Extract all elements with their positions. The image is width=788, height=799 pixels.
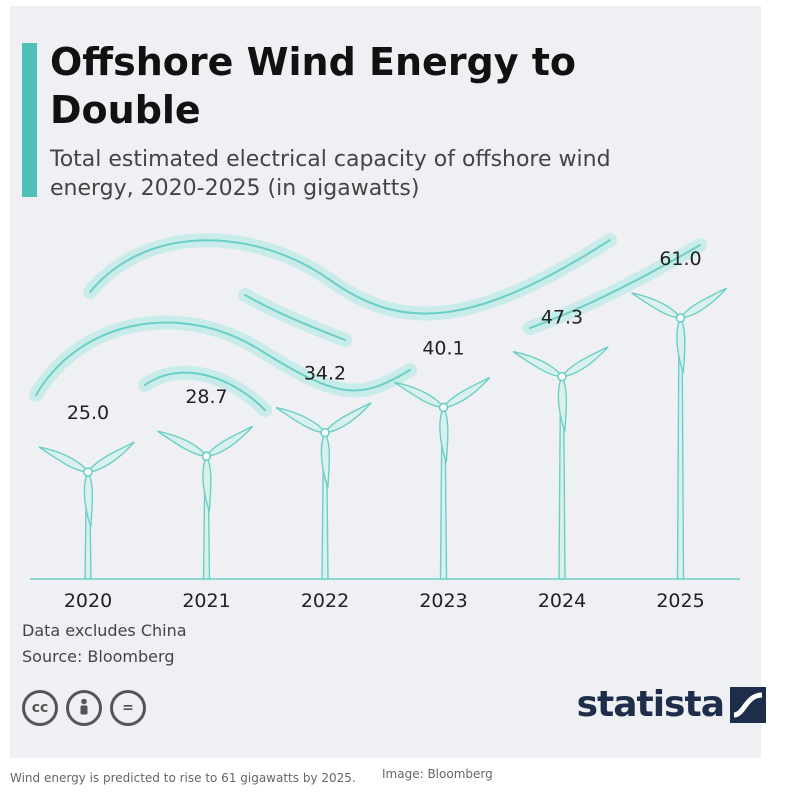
statista-mark-icon [730, 686, 766, 723]
x-tick-2021: 2021 [182, 590, 230, 612]
value-label-2025: 61.0 [659, 248, 701, 270]
turbine-blade [38, 446, 90, 473]
x-tick-2025: 2025 [656, 590, 704, 612]
chart-title: Offshore Wind Energy to Double [50, 40, 577, 132]
turbine-blade [631, 292, 682, 319]
turbine-blade [394, 381, 445, 409]
turbine-blade [512, 350, 564, 378]
turbine-blade [83, 470, 94, 528]
turbine-hub [675, 313, 686, 323]
x-tick-2023: 2023 [419, 590, 467, 612]
turbine-blade [157, 430, 208, 457]
wind-swirl-band-0 [83, 233, 617, 321]
wind-swirl-line-3 [244, 294, 346, 341]
turbine-2025 [631, 287, 728, 580]
turbine-blade [205, 425, 254, 457]
data-note: Data excludes China [22, 621, 187, 640]
turbine-blade [323, 402, 372, 434]
value-label-2024: 47.3 [541, 307, 583, 329]
turbine-2021 [157, 425, 254, 580]
turbine-blade [557, 375, 568, 432]
brand-name: statista [576, 684, 725, 725]
value-label-2022: 34.2 [304, 363, 346, 385]
turbine-blade [86, 441, 135, 473]
value-labels-group: 25.0 28.7 34.2 40.1 47.3 61.0 [67, 248, 702, 424]
turbine-hub [320, 427, 330, 438]
image-caption: Wind energy is predicted to rise to 61 g… [10, 771, 356, 785]
wind-swirl-line-2 [144, 371, 266, 411]
wind-swirl-line-4 [529, 244, 701, 329]
chart-subtitle: Total estimated electrical capacity of o… [50, 147, 611, 201]
image-credit: Image: Bloomberg [382, 767, 493, 781]
attribution-icon[interactable] [66, 690, 102, 726]
turbine-blade [202, 454, 212, 512]
turbine-blade [679, 287, 728, 319]
wind-swirls [29, 233, 707, 417]
value-label-2021: 28.7 [185, 386, 227, 408]
turbine-2022 [275, 402, 372, 580]
no-derivatives-icon[interactable]: = [110, 690, 146, 726]
title-accent-bar [22, 43, 37, 197]
turbine-hub [201, 451, 212, 462]
turbine-2023 [394, 376, 491, 580]
turbine-blade [439, 405, 449, 463]
turbine-blade [320, 431, 331, 488]
x-tick-2022: 2022 [301, 590, 349, 612]
cc-icon[interactable]: cc [22, 690, 58, 726]
wind-swirl-line-0 [89, 239, 611, 315]
value-label-2023: 40.1 [422, 337, 464, 359]
license-icons: cc = [22, 690, 146, 726]
turbines-group [38, 287, 728, 580]
chart-area: 25.028.734.240.147.361.0 2020 2021 2022 202… [29, 233, 740, 612]
turbine-blade [560, 346, 609, 378]
x-tick-2020: 2020 [64, 590, 112, 612]
x-tick-labels-group: 2020 2021 2022 2023 2024 2025 [64, 590, 705, 612]
turbine-blade [676, 316, 686, 374]
wind-swirl-line-1 [35, 321, 411, 396]
source-note: Source: Bloomberg [22, 647, 175, 666]
turbine-blade [275, 406, 327, 434]
turbine-hub [83, 467, 93, 477]
x-tick-2024: 2024 [538, 590, 586, 612]
statista-logo[interactable]: statista [577, 684, 766, 725]
turbine-hub [438, 402, 449, 413]
turbine-2024 [512, 346, 609, 580]
value-label-2020: 25.0 [67, 402, 109, 424]
turbine-hub [557, 371, 567, 382]
turbine-blade [442, 376, 491, 409]
turbine-2020 [38, 441, 135, 580]
